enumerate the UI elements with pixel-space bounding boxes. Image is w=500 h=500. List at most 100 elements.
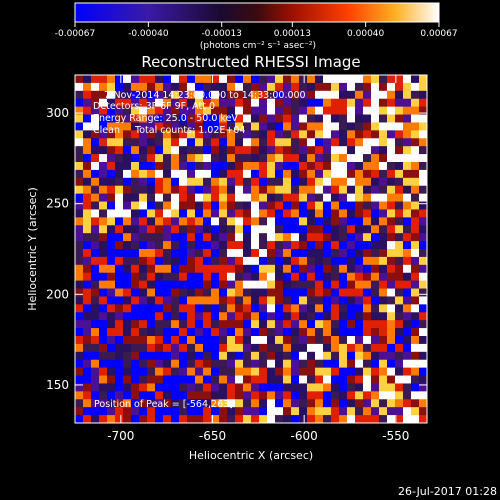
heatmap-cell [163,264,172,274]
heatmap-cell [259,407,268,416]
heatmap-cell [419,209,427,218]
heatmap-cell [131,114,140,123]
heatmap-cell [371,304,380,313]
heatmap-cell [355,193,364,202]
heatmap-cell [275,138,284,147]
heatmap-cell [131,328,140,337]
heatmap-cell [123,304,132,313]
heatmap-cell [219,367,228,376]
heatmap-cell [83,75,92,84]
heatmap-cell [347,209,356,218]
heatmap-cell [211,249,220,258]
heatmap-cell [75,193,84,202]
heatmap-cell [147,177,156,187]
heatmap-cell [203,82,212,92]
heatmap-cell [123,391,132,400]
heatmap-cell [251,399,260,408]
heatmap-cell [355,217,364,226]
heatmap-cell [275,272,284,281]
heatmap-cell [379,169,388,179]
heatmap-cell [379,106,388,115]
heatmap-cell [371,351,380,361]
heatmap-cell [211,336,220,345]
heatmap-cell [355,209,364,218]
heatmap-cell [411,122,420,131]
heatmap-cell [387,367,396,376]
heatmap-cell [339,146,348,155]
heatmap-cell [139,407,148,416]
heatmap-cell [403,114,412,123]
heatmap-cell [259,367,268,376]
heatmap-cell [243,320,252,329]
heatmap-cell [139,391,148,400]
heatmap-cell [355,367,364,376]
heatmap-cell [139,217,148,226]
colorbar-ticks: -0.00067 -0.00040 -0.00013 0.00013 0.00040 0.… [55,22,458,39]
heatmap-cell [227,415,236,423]
heatmap-cell [107,193,116,202]
heatmap-cell [315,225,324,234]
heatmap-cell [347,320,356,329]
heatmap-cell [395,288,404,297]
heatmap-cell [379,138,388,147]
heatmap-cell [75,256,84,266]
heatmap-cell [115,146,124,155]
heatmap-cell [291,272,300,281]
heatmap-cell [403,138,412,147]
heatmap-cell [155,399,164,408]
heatmap-cell [355,146,364,155]
heatmap-cell [291,399,300,408]
heatmap-cell [187,256,196,266]
heatmap-cell [91,336,100,345]
heatmap-cell [331,296,340,305]
heatmap-cell [99,264,108,274]
heatmap-cell [259,82,268,92]
heatmap-cell [339,336,348,345]
heatmap-cell [123,383,132,392]
heatmap-cell [187,201,196,210]
heatmap-cell [299,75,308,84]
heatmap-cell [235,272,244,281]
heatmap-cell [99,288,108,297]
heatmap-cell [107,383,116,392]
heatmap-cell [283,399,292,408]
heatmap-cell [115,177,124,187]
heatmap-cell [315,351,324,361]
heatmap-cell [387,225,396,234]
heatmap-cell [203,162,212,171]
heatmap-cell [123,296,132,305]
heatmap-cell [123,138,132,147]
heatmap-cell [355,336,364,345]
heatmap-cell [275,351,284,361]
heatmap-cell [139,225,148,234]
heatmap-cell [115,233,124,242]
heatmap-cell [179,138,188,147]
heatmap-cell [403,169,412,179]
heatmap-cell [235,399,244,408]
heatmap-cell [259,122,268,131]
heatmap-cell [99,169,108,179]
heatmap-cell [171,209,180,218]
heatmap-cell [379,185,388,194]
heatmap-cell [91,193,100,202]
heatmap-cell [163,98,172,107]
heatmap-cell [107,177,116,187]
heatmap-cell [123,233,132,242]
heatmap-cell [227,343,236,353]
heatmap-cell [203,249,212,258]
heatmap-cell [211,162,220,171]
heatmap-cell [83,217,92,226]
heatmap-cell [251,256,260,266]
heatmap-cell [283,138,292,147]
heatmap-cell [387,217,396,226]
heatmap-cell [139,122,148,131]
heatmap-cell [219,351,228,361]
heatmap-cell [267,90,276,100]
heatmap-cell [331,98,340,107]
heatmap-cell [123,154,132,163]
heatmap-cell [187,106,196,115]
heatmap-cell [379,280,388,289]
heatmap-cell [387,256,396,266]
heatmap-cell [131,415,140,423]
heatmap-cell [227,75,236,84]
